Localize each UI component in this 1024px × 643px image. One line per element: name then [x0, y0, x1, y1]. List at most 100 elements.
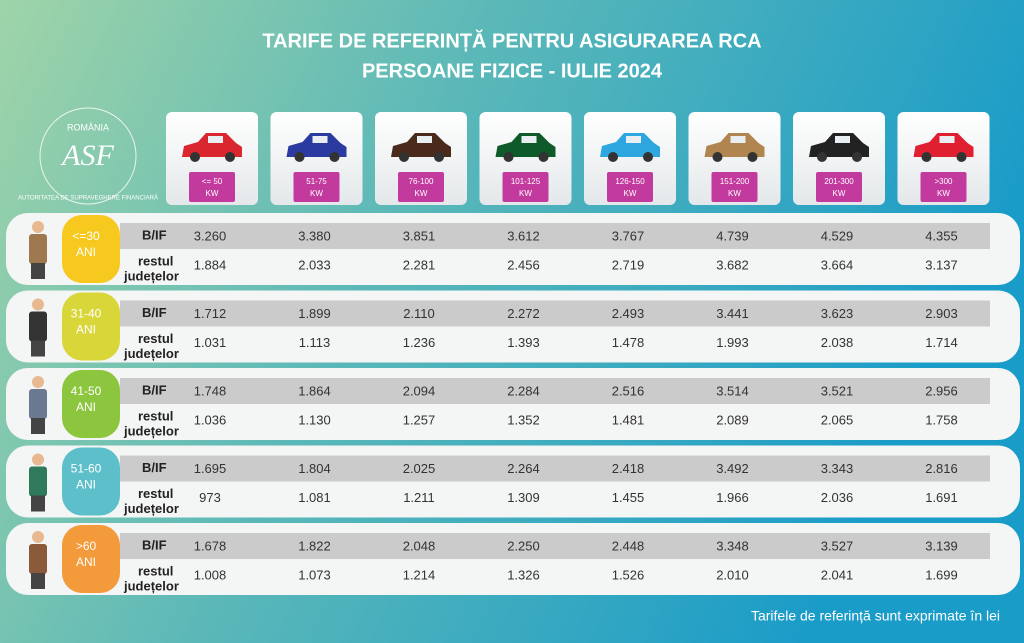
person-head: [32, 376, 44, 388]
kw-tag: [920, 172, 967, 202]
bif-value: 1.678: [194, 538, 227, 553]
kw-tag: [398, 172, 444, 202]
car-icon: [600, 133, 660, 157]
rest-value: 3.664: [821, 257, 854, 272]
car-icon: [182, 133, 242, 157]
footer-note: Tarifele de referință sunt exprimate în …: [751, 608, 1000, 624]
car-window: [417, 136, 432, 143]
kw-tag: [607, 172, 653, 202]
rest-value: 1.478: [612, 335, 645, 350]
rest-value: 1.113: [299, 335, 331, 350]
rest-value: 1.130: [298, 412, 331, 427]
bif-value: 3.767: [612, 228, 645, 243]
car-window: [835, 136, 850, 143]
age-range: 31-40: [71, 307, 102, 321]
rest-value: 1.993: [716, 335, 749, 350]
rest-value: 2.065: [821, 412, 854, 427]
rest-value: 3.137: [925, 257, 958, 272]
car-icon: [809, 133, 869, 157]
rest-value: 2.719: [612, 257, 645, 272]
age-unit: ANI: [76, 400, 96, 414]
rest-value: 3.682: [716, 257, 749, 272]
bif-value: 2.250: [507, 538, 540, 553]
rest-value: 2.456: [507, 257, 540, 272]
rest-value: 1.758: [925, 412, 958, 427]
rest-label: județelor: [123, 501, 179, 516]
rest-label: restul: [138, 253, 173, 268]
car-icon: [704, 133, 765, 157]
person-head: [32, 221, 44, 233]
person-legs: [31, 573, 45, 589]
bif-value: 2.110: [403, 306, 435, 321]
car-wheel: [817, 152, 827, 162]
kw-unit: KW: [206, 189, 219, 198]
bif-value: 1.804: [298, 461, 331, 476]
car-wheel: [190, 152, 200, 162]
rest-value: 973: [199, 490, 221, 505]
bif-value: 3.521: [821, 383, 854, 398]
logo-name: AUTORITATEA DE SUPRAVEGHERE FINANCIARĂ: [18, 195, 158, 202]
age-unit: ANI: [76, 478, 96, 492]
bif-value: 1.822: [298, 538, 331, 553]
rest-value: 2.010: [716, 567, 749, 582]
rest-value: 1.036: [194, 412, 227, 427]
bif-value: 2.956: [925, 383, 958, 398]
rest-value: 2.036: [821, 490, 854, 505]
person-head: [32, 453, 44, 466]
kw-range: 201-300: [824, 177, 854, 186]
car-wheel: [225, 152, 235, 162]
car-window: [208, 136, 223, 143]
rest-value: 1.008: [194, 567, 227, 582]
car-wheel: [643, 152, 653, 162]
bif-value: 1.695: [194, 461, 227, 476]
age-unit: ANI: [76, 245, 96, 259]
car-wheel: [747, 152, 758, 162]
bif-value: 2.284: [507, 383, 540, 398]
rest-value: 1.481: [612, 412, 645, 427]
kw-unit: KW: [310, 189, 323, 198]
kw-unit: KW: [624, 189, 637, 198]
bif-label: B/IF: [142, 382, 167, 397]
bif-label: B/IF: [142, 537, 167, 552]
rest-label: restul: [138, 563, 173, 578]
title-line: TARIFE DE REFERINȚĂ PENTRU ASIGURAREA RC…: [262, 29, 761, 52]
bif-value: 1.864: [298, 383, 331, 398]
car-window: [626, 136, 641, 143]
rest-label: județelor: [123, 346, 179, 361]
rest-value: 2.033: [298, 257, 331, 272]
bif-value: 2.272: [507, 306, 540, 321]
age-range: 51-60: [71, 462, 102, 476]
rest-value: 1.393: [507, 335, 540, 350]
rest-label: județelor: [123, 268, 179, 283]
person-body: [29, 234, 47, 264]
bif-value: 4.529: [821, 228, 854, 243]
logo-ring: [39, 107, 137, 205]
car-wheel: [956, 152, 967, 162]
logo: ROMÂNIA ASF AUTORITATEA DE SUPRAVEGHERE …: [18, 107, 158, 205]
car-wheel: [712, 152, 723, 162]
rest-label: restul: [138, 486, 173, 501]
bif-value: 2.516: [612, 383, 645, 398]
age-range: >60: [76, 539, 97, 553]
rest-label: județelor: [123, 423, 179, 438]
rest-value: 1.326: [507, 567, 540, 582]
rest-value: 1.309: [507, 490, 540, 505]
car-wheel: [294, 152, 305, 162]
rest-value: 1.081: [298, 490, 331, 505]
title-line: PERSOANE FIZICE - IULIE 2024: [362, 60, 663, 82]
bif-value: 3.348: [716, 538, 749, 553]
kw-unit: KW: [415, 189, 428, 198]
person-body: [29, 544, 47, 574]
bif-value: 2.418: [612, 461, 645, 476]
kw-tag: [293, 172, 340, 202]
bif-value: 3.612: [507, 228, 540, 243]
bif-value: 2.094: [403, 383, 436, 398]
bif-value: 3.623: [821, 306, 854, 321]
person-head: [32, 531, 44, 543]
person-legs: [31, 495, 45, 512]
kw-tag: [816, 172, 862, 202]
age-pill: [62, 215, 120, 283]
age-pill: [62, 447, 120, 516]
car-wheel: [921, 152, 932, 162]
kw-tag: [189, 172, 235, 202]
